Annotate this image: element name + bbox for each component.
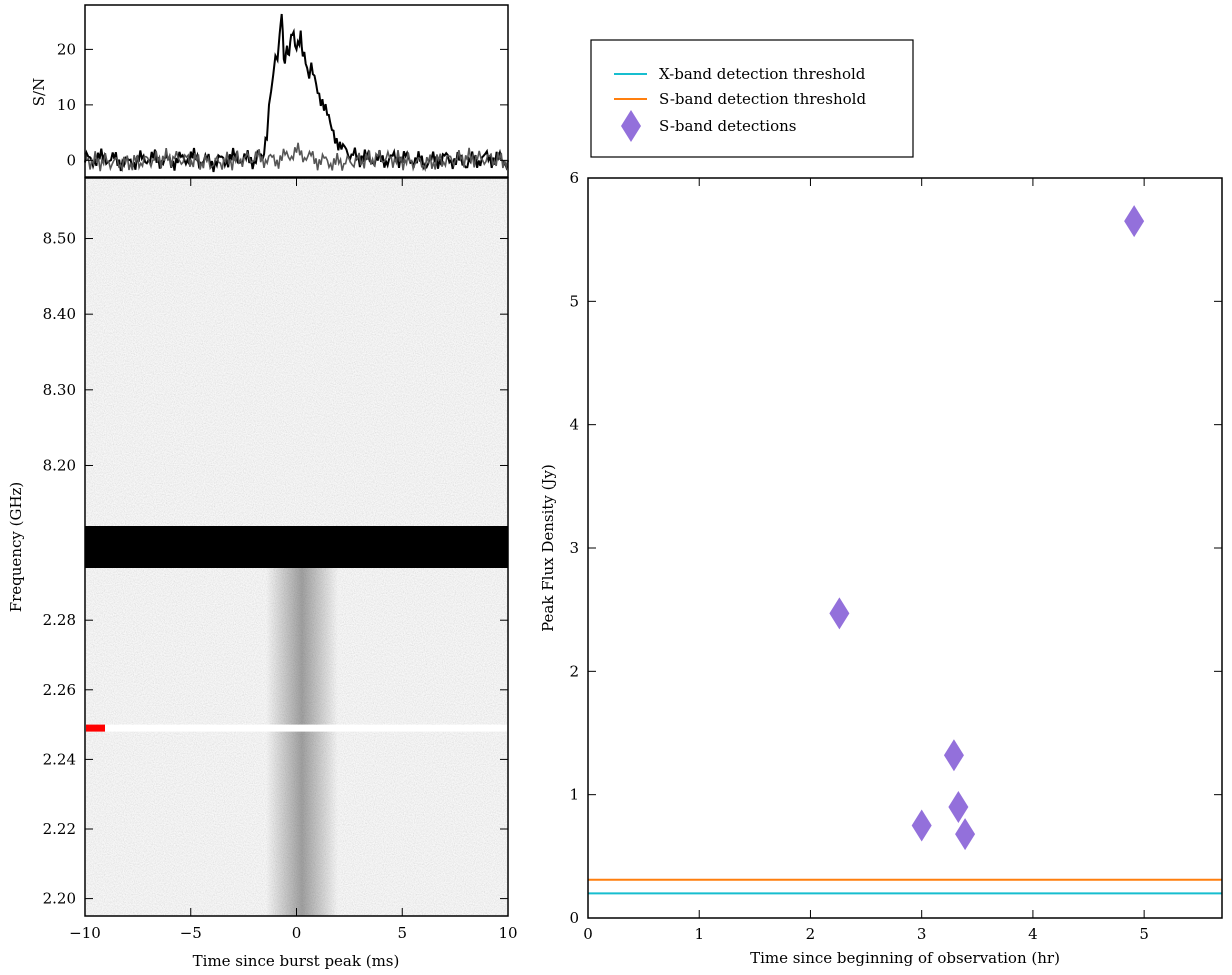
legend-detection-swatch — [621, 110, 641, 142]
masked-channel — [86, 724, 507, 732]
freq-ytick-label: 2.26 — [43, 681, 76, 699]
detection-point — [943, 739, 964, 772]
legend-sband-threshold-label: S-band detection threshold — [659, 90, 866, 108]
detection-point — [948, 791, 969, 823]
scatter-xtick-label: 4 — [1028, 925, 1038, 943]
time-xtick-label: 10 — [498, 924, 517, 942]
scatter-ytick-label: 4 — [569, 416, 579, 434]
channel-marker — [86, 724, 105, 732]
burst-signal — [266, 568, 338, 916]
time-xtick-label: −10 — [69, 924, 101, 942]
freq-ytick-label: 2.24 — [43, 750, 76, 768]
freq-ytick-label: 2.28 — [43, 611, 76, 629]
scatter-xtick-label: 5 — [1139, 925, 1149, 943]
time-xtick-label: 0 — [292, 924, 302, 942]
xband-spectrum — [86, 178, 507, 526]
sn-series-line-1 — [84, 142, 509, 173]
scatter-xtick-label: 1 — [694, 925, 704, 943]
legend-xband-label: X-band detection threshold — [659, 65, 866, 83]
detection-point — [1124, 205, 1145, 238]
sn-panel-frame — [84, 4, 509, 178]
scatter-ytick-label: 6 — [569, 169, 579, 187]
scatter-xtick-label: 2 — [806, 925, 816, 943]
sn-ytick-label: 0 — [66, 151, 76, 169]
frequency-ylabel: Frequency (GHz) — [7, 482, 25, 613]
scatter-ylabel: Peak Flux Density (Jy) — [539, 464, 557, 632]
scatter-xtick-label: 0 — [583, 925, 593, 943]
detection-point — [955, 818, 976, 851]
freq-ytick-label: 2.22 — [43, 820, 76, 838]
sn-ytick-label: 20 — [57, 40, 76, 58]
scatter-xlabel: Time since beginning of observation (hr) — [750, 949, 1060, 967]
dynamic-spectrum-panel: 8.20 8.30 8.40 8.50 2.20 2.22 2.24 2.26 2.28 −1… — [7, 177, 518, 970]
detection-point — [911, 809, 932, 842]
band-gap — [85, 526, 508, 568]
legend-detection-label: S-band detections — [659, 117, 796, 135]
scatter-ytick-label: 5 — [569, 292, 579, 310]
scatter-ytick-label: 1 — [569, 786, 579, 804]
freq-ytick-label: 8.30 — [43, 381, 76, 399]
legend: X-band detection threshold S-band detect… — [590, 39, 914, 158]
freq-ytick-label: 2.20 — [43, 890, 76, 908]
sn-ytick-label: 10 — [57, 96, 76, 114]
scatter-xtick-label: 3 — [917, 925, 927, 943]
detection-point — [829, 597, 850, 630]
time-xtick-label: −5 — [180, 924, 202, 942]
freq-ytick-label: 8.40 — [43, 305, 76, 323]
scatter-frame — [587, 177, 1223, 919]
scatter-ytick-label: 3 — [569, 539, 579, 557]
scatter-ytick-label: 2 — [569, 662, 579, 680]
time-xlabel: Time since burst peak (ms) — [193, 952, 400, 970]
flux-scatter-panel: X-band detection threshold S-band detect… — [539, 39, 1223, 967]
scatter-ytick-label: 0 — [569, 909, 579, 927]
freq-ytick-label: 8.50 — [43, 230, 76, 248]
freq-ytick-label: 8.20 — [43, 456, 76, 474]
time-xtick-label: 5 — [397, 924, 407, 942]
sn-timeseries-panel: 0 10 20 S/N — [30, 4, 509, 178]
sn-ylabel: S/N — [30, 78, 48, 106]
